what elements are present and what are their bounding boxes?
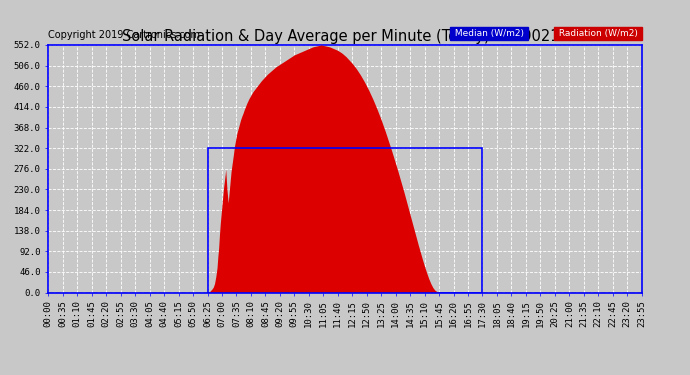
Text: Median (W/m2): Median (W/m2) xyxy=(452,29,526,38)
Text: Copyright 2019 Cartronics.com: Copyright 2019 Cartronics.com xyxy=(48,30,200,40)
Title: Solar Radiation & Day Average per Minute (Today) 20190213: Solar Radiation & Day Average per Minute… xyxy=(121,29,569,44)
Bar xyxy=(208,148,482,292)
Text: Radiation (W/m2): Radiation (W/m2) xyxy=(555,29,640,38)
